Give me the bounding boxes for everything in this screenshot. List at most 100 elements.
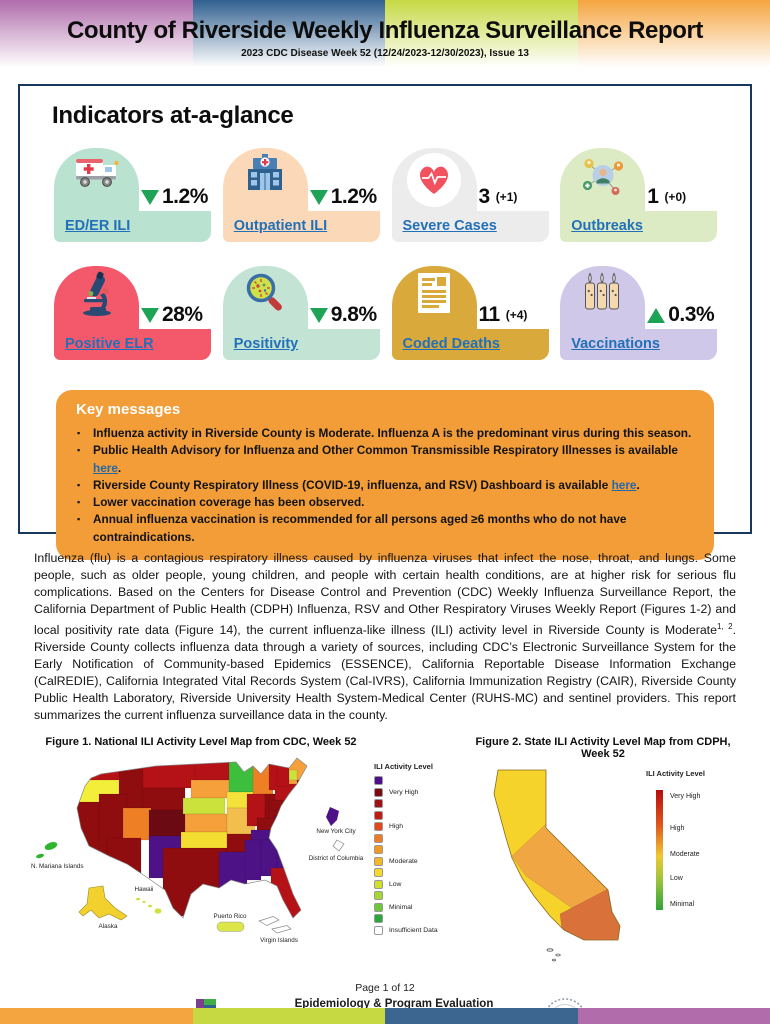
map-label-puerto-rico: Puerto Rico bbox=[214, 913, 247, 920]
here-link[interactable]: here bbox=[611, 477, 637, 492]
trend-down-icon bbox=[309, 307, 328, 323]
legend-item bbox=[374, 810, 462, 822]
figure-1: Figure 1. National ILI Activity Level Ma… bbox=[28, 736, 462, 974]
map-label-alaska: Alaska bbox=[99, 923, 118, 930]
channel-islands-shape bbox=[546, 948, 561, 962]
legend-item: Insufficient Data bbox=[374, 925, 462, 937]
us-map-tiles bbox=[77, 758, 307, 919]
card-coded-deaths: 11 (+4) Coded Deaths bbox=[391, 266, 552, 360]
legend-item bbox=[374, 867, 462, 879]
figure-1-title: Figure 1. National ILI Activity Level Ma… bbox=[45, 736, 357, 749]
vials-icon bbox=[582, 271, 624, 320]
figure-2-title: Figure 2. State ILI Activity Level Map f… bbox=[475, 736, 731, 761]
card-label-link[interactable]: Positivity bbox=[233, 336, 299, 352]
card-label-link[interactable]: Positive ELR bbox=[65, 336, 154, 352]
figure-1-legend: ILI Activity Level Very High High Moderate… bbox=[374, 750, 462, 962]
card-positive-elr: 28% Positive ELR bbox=[54, 266, 214, 360]
legend-item bbox=[374, 890, 462, 902]
page-number: Page 1 of 12 bbox=[355, 982, 415, 995]
map-label-nyc: New York City bbox=[316, 828, 356, 835]
banner-band-green bbox=[385, 0, 578, 70]
legend-title: ILI Activity Level bbox=[646, 769, 705, 778]
card-label-link[interactable]: Coded Deaths bbox=[402, 336, 501, 352]
card-value: 1.2% bbox=[162, 185, 208, 208]
legend-label: High bbox=[670, 825, 685, 832]
legend-gradient-bar bbox=[656, 790, 663, 911]
figure-2-legend: ILI Activity Level Very High High Modera… bbox=[646, 769, 705, 911]
intro-paragraph: Influenza (flu) is a contagious respirat… bbox=[34, 551, 737, 723]
org-name: Epidemiology & Program Evaluation bbox=[294, 998, 494, 1011]
card-delta: (+1) bbox=[495, 190, 518, 204]
card-label-link[interactable]: Vaccinations bbox=[571, 336, 660, 352]
card-delta: (+0) bbox=[664, 190, 687, 204]
card-label-link[interactable]: Severe Cases bbox=[402, 218, 497, 234]
indicator-cards: 1.2% ED/ER ILI 1.2% bbox=[54, 148, 720, 360]
card-value: 11 bbox=[478, 303, 501, 326]
dc-shape bbox=[332, 839, 345, 852]
ambulance-icon bbox=[74, 153, 120, 194]
legend-item bbox=[374, 913, 462, 925]
card-value: 0.3% bbox=[668, 303, 715, 326]
nyc-shape bbox=[326, 807, 339, 827]
key-message-item: Lower vaccination coverage has been obse… bbox=[76, 494, 694, 512]
card-label-link[interactable]: ED/ER ILI bbox=[65, 218, 131, 234]
legend-label: Moderate bbox=[670, 851, 700, 858]
legend-item: Low bbox=[374, 879, 462, 891]
card-positivity: 9.8% Positivity bbox=[222, 266, 383, 360]
ca-map-zones bbox=[494, 770, 620, 941]
banner-band-blue bbox=[385, 1008, 578, 1024]
key-message-item: Riverside County Respiratory Illness (CO… bbox=[76, 477, 694, 495]
bottom-banner bbox=[0, 1008, 770, 1024]
key-messages-box: Key messages Influenza activity in River… bbox=[56, 390, 714, 561]
card-outpatient-ili: 1.2% Outpatient ILI bbox=[222, 148, 383, 242]
legend-item: Minimal bbox=[374, 902, 462, 914]
fig1-legend-items: Very High High Moderate Low Minimal Insuffici… bbox=[374, 775, 462, 936]
people-network-icon bbox=[580, 153, 626, 204]
virgin-islands-shape bbox=[258, 916, 292, 934]
trend-down-icon bbox=[309, 189, 328, 205]
card-value: 9.8% bbox=[330, 303, 377, 326]
card-value: 1.2% bbox=[330, 185, 377, 208]
legend-item bbox=[374, 833, 462, 845]
banner-band-green bbox=[192, 1008, 385, 1024]
alaska-shape bbox=[78, 885, 128, 921]
legend-item bbox=[374, 798, 462, 810]
virus-magnifier-icon bbox=[242, 271, 288, 322]
card-value: 3 bbox=[478, 185, 491, 208]
puerto-rico-shape bbox=[216, 921, 245, 932]
banner-band-purple bbox=[577, 1008, 770, 1024]
legend-item: Very High bbox=[374, 787, 462, 799]
card-label-link[interactable]: Outpatient ILI bbox=[233, 218, 328, 234]
document-icon bbox=[415, 271, 453, 320]
california-ili-map bbox=[493, 769, 621, 962]
banner-band-orange bbox=[0, 1008, 193, 1024]
card-value: 28% bbox=[162, 303, 203, 326]
banner-band-orange bbox=[577, 0, 770, 70]
hospital-icon bbox=[244, 153, 286, 196]
microscope-icon bbox=[76, 271, 118, 322]
legend-label: Low bbox=[670, 875, 684, 882]
map-label-dc: District of Columbia bbox=[309, 855, 364, 862]
indicators-frame: Indicators at-a-glance bbox=[18, 84, 752, 561]
card-value: 1 bbox=[647, 185, 659, 208]
key-message-item: Influenza activity in Riverside County i… bbox=[76, 425, 694, 443]
trend-down-icon bbox=[141, 189, 159, 205]
key-message-item: Annual influenza vaccination is recommen… bbox=[76, 511, 694, 546]
legend-item bbox=[374, 844, 462, 856]
legend-label: Very High bbox=[670, 793, 700, 800]
figure-2: Figure 2. State ILI Activity Level Map f… bbox=[462, 736, 744, 974]
legend-item bbox=[374, 775, 462, 787]
here-link[interactable]: here bbox=[93, 460, 118, 475]
card-label-link[interactable]: Outbreaks bbox=[571, 218, 643, 234]
trend-up-icon bbox=[647, 307, 666, 323]
top-banner: County of Riverside Weekly Influenza Sur… bbox=[0, 0, 770, 70]
banner-band-blue bbox=[192, 0, 385, 70]
card-ed-er-ili: 1.2% ED/ER ILI bbox=[54, 148, 214, 242]
mariana-islands-shape bbox=[44, 842, 58, 851]
key-messages-list: Influenza activity in Riverside County i… bbox=[76, 425, 694, 546]
footnote-marker: 1, 2 bbox=[716, 622, 733, 631]
legend-label: Minimal bbox=[670, 901, 695, 908]
report-subtitle: 2023 CDC Disease Week 52 (12/24/2023-12/… bbox=[241, 48, 529, 59]
figures-row: Figure 1. National ILI Activity Level Ma… bbox=[28, 736, 770, 974]
